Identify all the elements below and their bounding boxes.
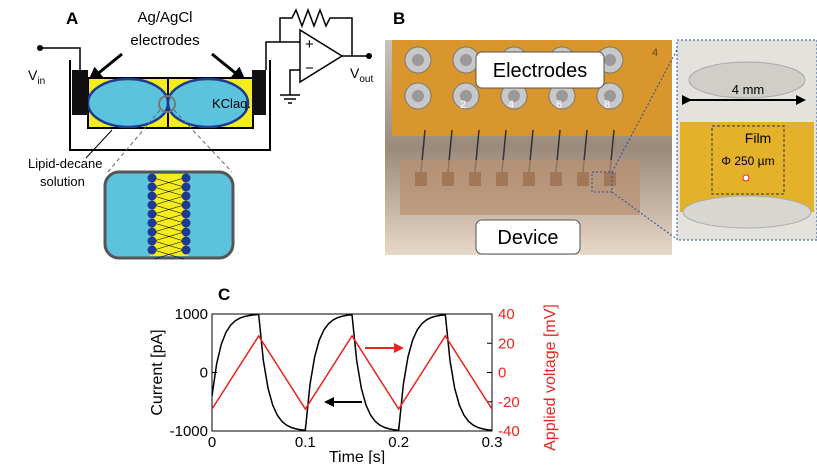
x-tick-label: 0	[208, 434, 216, 451]
leader	[86, 130, 112, 158]
scale-label: 4 mm	[732, 82, 765, 97]
arrow	[212, 54, 244, 80]
aperture	[743, 175, 749, 181]
figure: A Ag/AgCl electrodes Vin KClaq. Lipid-de…	[0, 0, 817, 464]
panel-a: A Ag/AgCl electrodes Vin KClaq. Lipid-de…	[28, 9, 373, 259]
device-label: Device	[497, 227, 558, 249]
board-label: 8	[604, 99, 610, 111]
lipid-head	[182, 237, 191, 246]
lipid-head	[148, 219, 157, 228]
cylinder	[683, 196, 811, 228]
wire	[266, 42, 300, 70]
y-axis-label: Current [pA]	[149, 329, 166, 415]
film-label: Film	[745, 130, 771, 146]
lipid-head	[182, 201, 191, 210]
lipid-head	[148, 228, 157, 237]
board-number: 4	[652, 47, 658, 59]
wire	[40, 48, 80, 70]
lipid-head	[148, 237, 157, 246]
screw-head	[604, 54, 616, 66]
terminal	[366, 53, 372, 59]
board-label: 2	[460, 99, 466, 111]
lipid-head	[148, 183, 157, 192]
lipid-head	[182, 183, 191, 192]
panel-b: B 4 2 4 6 8 Electrodes Device 4 mm Film …	[385, 9, 817, 255]
lipid-head	[182, 210, 191, 219]
y2-tick-label: 40	[498, 306, 515, 323]
screw-head	[412, 90, 424, 102]
electrode-label: electrodes	[130, 32, 199, 49]
lipid-label: solution	[40, 174, 85, 189]
lipid-head	[148, 192, 157, 201]
lipid-head	[148, 210, 157, 219]
y2-tick-label: -20	[498, 394, 520, 411]
lipid-head	[182, 228, 191, 237]
solution-label: KClaq.	[212, 96, 251, 111]
lipid-head	[182, 192, 191, 201]
lipid-head	[182, 219, 191, 228]
lipid-head	[148, 246, 157, 255]
electrode-label: Ag/AgCl	[137, 9, 192, 26]
lipid-label: Lipid-decane	[28, 156, 102, 171]
v-out: Vout	[350, 65, 373, 85]
device-body	[400, 160, 640, 215]
op-plus: +	[305, 36, 314, 53]
y-tick-label: -1000	[170, 423, 208, 440]
y2-axis-label: Applied voltage [mV]	[542, 304, 559, 451]
plot-frame	[212, 314, 492, 431]
screw-head	[460, 54, 472, 66]
y2-tick-label: 20	[498, 335, 515, 352]
v-in: Vin	[28, 67, 45, 87]
board-label: 4	[508, 99, 514, 111]
x-axis-label: Time [s]	[329, 449, 385, 464]
series-line	[212, 336, 492, 409]
y2-tick-label: -40	[498, 423, 520, 440]
lipid-head	[148, 201, 157, 210]
lipid-head	[182, 246, 191, 255]
droplet	[88, 79, 168, 127]
wire	[290, 70, 300, 95]
lipid-head	[148, 174, 157, 183]
electrode	[72, 70, 88, 115]
x-tick-label: 0.1	[295, 434, 316, 451]
y-tick-label: 0	[200, 365, 208, 382]
y-tick-label: 1000	[175, 306, 208, 323]
board-label: 6	[556, 99, 562, 111]
lipid-head	[182, 174, 191, 183]
screw-head	[412, 54, 424, 66]
y2-tick-label: 0	[498, 365, 506, 382]
panel-label: A	[66, 9, 78, 28]
aperture-label: Φ 250 µm	[721, 154, 774, 168]
op-minus: −	[305, 60, 314, 77]
panel-label: C	[218, 285, 230, 304]
arrow	[90, 54, 122, 80]
panel-label: B	[393, 9, 405, 28]
electrode	[252, 70, 266, 115]
series-line	[212, 315, 492, 431]
x-tick-label: 0.2	[388, 434, 409, 451]
electrodes-label: Electrodes	[493, 60, 588, 82]
